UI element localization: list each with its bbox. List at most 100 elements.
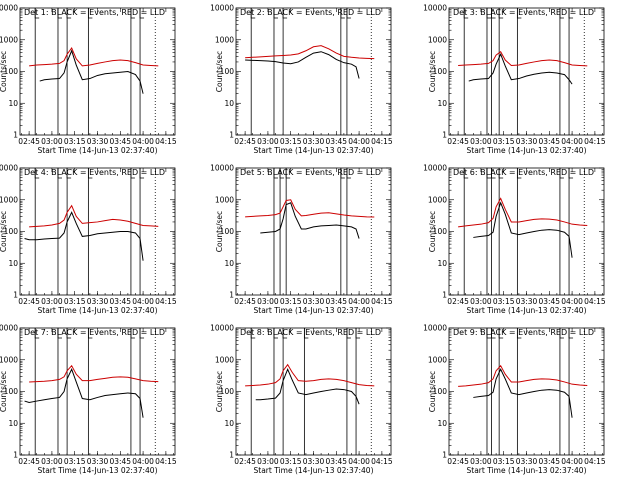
x-tick-label: 04:15	[371, 137, 393, 146]
y-tick-label: 1000	[215, 35, 234, 44]
x-axis-label: Start Time (14-Jun-13 02:37:40)	[467, 146, 587, 155]
events-series-line	[473, 201, 573, 258]
lld-series-line	[458, 197, 588, 228]
marker-stub	[279, 168, 285, 179]
x-tick-label: 04:15	[371, 297, 393, 306]
marker-stub	[139, 168, 145, 179]
marker-stub	[273, 168, 278, 179]
y-axis-label: Counts/sec	[428, 211, 437, 252]
y-axis-label: Counts/sec	[0, 371, 8, 412]
y-tick-label: 1	[442, 451, 447, 460]
marker-stub	[491, 8, 496, 19]
marker-stub	[486, 8, 491, 19]
x-tick-label: 02:45	[234, 137, 256, 146]
marker-stub	[498, 8, 504, 19]
x-tick-label: 03:00	[470, 457, 492, 466]
events-series-line	[468, 52, 573, 85]
marker-stub	[273, 8, 278, 19]
events-series-line	[245, 51, 360, 79]
plot-frame	[235, 7, 392, 136]
y-tick-label: 10	[437, 99, 447, 108]
x-tick-label: 03:15	[493, 137, 515, 146]
x-tick-label: 04:00	[561, 457, 583, 466]
y-axis-label: Counts/sec	[428, 51, 437, 92]
marker-stub	[285, 168, 291, 179]
marker-stub	[355, 328, 361, 339]
detector-panel-8: Det 8: BLACK = Events, RED = LLD 1 10 100 10…	[210, 324, 393, 476]
y-tick-label: 10	[8, 99, 18, 108]
plot-frame	[19, 167, 176, 296]
y-tick-label: 1	[13, 131, 18, 140]
y-tick-label: 1	[229, 451, 234, 460]
y-tick-label: 10000	[423, 164, 447, 173]
plot-frame	[19, 327, 176, 456]
marker-stub	[346, 168, 351, 179]
x-tick-label: 04:00	[348, 297, 370, 306]
x-tick-label: 04:00	[561, 137, 583, 146]
y-tick-label: 1000	[0, 195, 18, 204]
events-series-line	[24, 368, 144, 418]
x-tick-label: 03:30	[303, 137, 325, 146]
panel-title: Det 5: BLACK = Events, RED = LLD	[240, 168, 381, 177]
x-tick-label: 03:15	[280, 457, 302, 466]
marker-stub	[34, 328, 40, 339]
lld-series-line	[29, 46, 159, 67]
lld-series-line	[245, 363, 375, 387]
marker-stub	[491, 328, 496, 339]
marker-stub	[130, 328, 135, 339]
marker-stub	[340, 168, 345, 179]
marker-stub	[87, 168, 93, 179]
marker-stub	[66, 8, 72, 19]
detector-panel-6: Det 6: BLACK = Events, RED = LLD 1 10 100 10…	[423, 164, 606, 316]
marker-stub	[34, 8, 40, 19]
x-axis-label: Start Time (14-Jun-13 02:37:40)	[254, 306, 374, 315]
marker-stub	[282, 328, 288, 339]
y-tick-label: 10	[437, 419, 447, 428]
detector-panel-9: Det 9: BLACK = Events, RED = LLD 1 10 100 10…	[423, 324, 606, 476]
panel-title: Det 1: BLACK = Events, RED = LLD	[24, 8, 165, 17]
x-tick-label: 03:00	[470, 297, 492, 306]
x-tick-label: 04:00	[348, 457, 370, 466]
x-tick-label: 04:15	[584, 297, 606, 306]
marker-stub	[87, 328, 93, 339]
marker-stub	[139, 8, 145, 19]
marker-stub	[346, 8, 351, 19]
y-tick-label: 1000	[428, 355, 447, 364]
x-tick-label: 03:00	[470, 137, 492, 146]
x-tick-label: 03:45	[538, 457, 560, 466]
y-tick-label: 1	[13, 291, 18, 300]
x-tick-label: 04:00	[132, 457, 154, 466]
panel-title: Det 9: BLACK = Events, RED = LLD	[453, 328, 594, 337]
x-tick-label: 02:45	[447, 457, 469, 466]
marker-stub	[498, 168, 504, 179]
detector-panel-3: Det 3: BLACK = Events, RED = LLD 1 10 100 10…	[423, 4, 606, 156]
x-tick-label: 03:45	[109, 137, 131, 146]
marker-stub	[568, 328, 574, 339]
y-tick-label: 10	[224, 259, 234, 268]
marker-stub	[250, 8, 256, 19]
y-tick-label: 100	[220, 67, 235, 76]
events-series-line	[255, 368, 360, 405]
y-tick-label: 1000	[215, 355, 234, 364]
y-tick-label: 1	[442, 291, 447, 300]
y-tick-label: 100	[220, 227, 235, 236]
detector-panel-5: Det 5: BLACK = Events, RED = LLD 1 10 100 10…	[210, 164, 393, 316]
x-tick-label: 03:30	[303, 457, 325, 466]
marker-stub	[66, 168, 72, 179]
y-tick-label: 10000	[0, 4, 18, 13]
marker-stub	[57, 168, 62, 179]
y-tick-label: 1	[442, 131, 447, 140]
lld-series-line	[29, 364, 159, 383]
x-tick-label: 03:45	[325, 457, 347, 466]
x-tick-label: 02:45	[18, 137, 40, 146]
marker-stub	[486, 328, 491, 339]
marker-stub	[340, 8, 345, 19]
y-tick-label: 1000	[428, 35, 447, 44]
y-tick-label: 10	[8, 259, 18, 268]
y-tick-label: 100	[433, 387, 448, 396]
y-tick-label: 10000	[0, 324, 18, 333]
events-series-line	[473, 368, 573, 418]
panel-title: Det 3: BLACK = Events, RED = LLD	[453, 8, 594, 17]
marker-stub	[516, 8, 522, 19]
x-axis-label: Start Time (14-Jun-13 02:37:40)	[254, 466, 374, 475]
